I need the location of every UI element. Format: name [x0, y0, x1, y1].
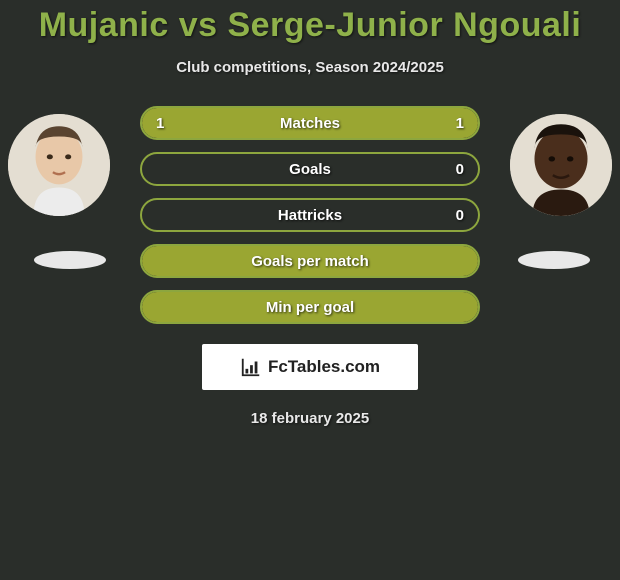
stat-row: 11Matches — [140, 106, 480, 140]
stat-row: Goals per match — [140, 244, 480, 278]
stat-label: Hattricks — [142, 200, 478, 230]
stat-label: Matches — [142, 108, 478, 138]
subtitle: Club competitions, Season 2024/2025 — [0, 59, 620, 76]
stat-row: 0Goals — [140, 152, 480, 186]
date-label: 18 february 2025 — [0, 410, 620, 427]
stat-label: Goals — [142, 154, 478, 184]
stat-row: 0Hattricks — [140, 198, 480, 232]
brand-logo[interactable]: FcTables.com — [202, 344, 418, 390]
stat-bars: 11Matches 0Goals 0Hattricks Goals per match… — [140, 106, 480, 336]
player-left-avatar — [8, 114, 110, 216]
stat-label: Goals per match — [142, 246, 478, 276]
stat-label: Min per goal — [142, 292, 478, 322]
chart-icon — [240, 356, 262, 378]
page-title: Mujanic vs Serge-Junior Ngouali — [0, 6, 620, 45]
player-right-avatar — [510, 114, 612, 216]
player-left-shadow — [34, 251, 106, 269]
stat-row: Min per goal — [140, 290, 480, 324]
brand-text: FcTables.com — [268, 357, 380, 377]
comparison-panel: 11Matches 0Goals 0Hattricks Goals per match… — [0, 106, 620, 336]
player-right-shadow — [518, 251, 590, 269]
